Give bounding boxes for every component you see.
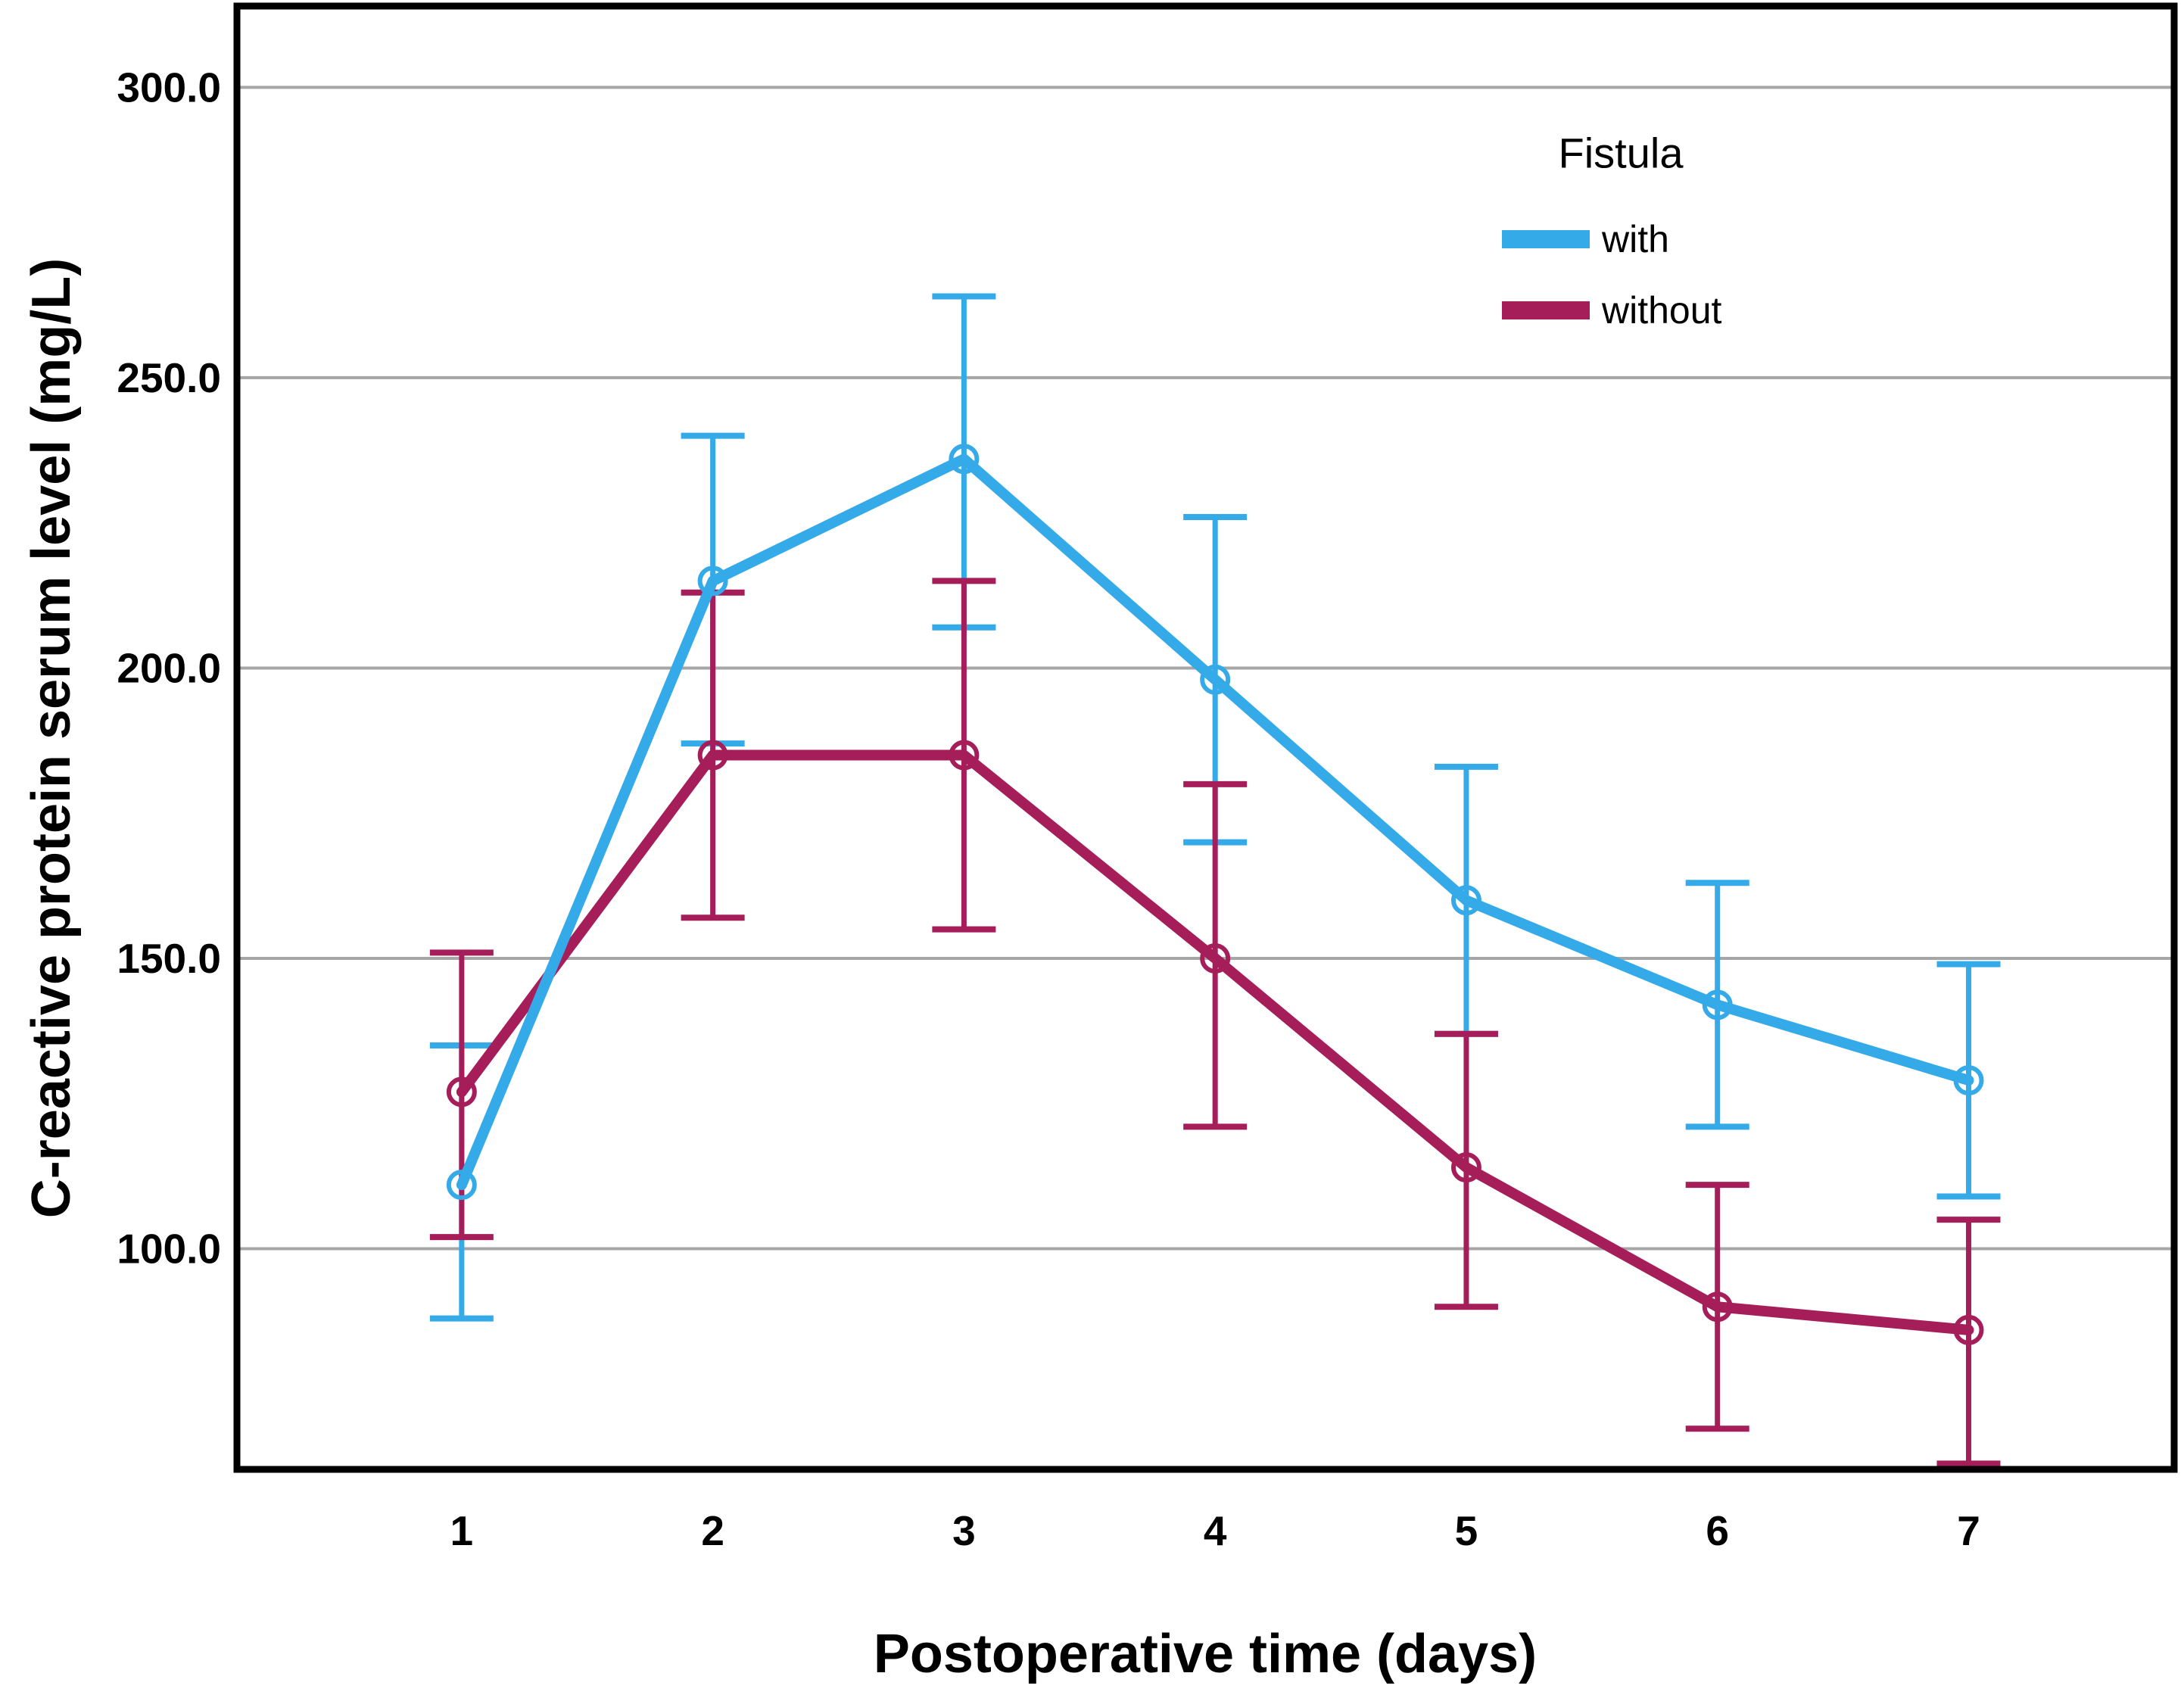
x-axis-title: Postoperative time (days) bbox=[874, 1624, 1537, 1684]
x-tick-label-5: 5 bbox=[1455, 1507, 1478, 1554]
legend-title: Fistula bbox=[1559, 129, 1684, 177]
legend: Fistula with without bbox=[1502, 129, 1722, 332]
marker-with-day-6 bbox=[1702, 989, 1733, 1020]
marker-without-day-2 bbox=[697, 740, 728, 771]
x-tick-label-2: 2 bbox=[701, 1507, 724, 1554]
marker-without-day-4 bbox=[1200, 942, 1231, 974]
legend-label-without: without bbox=[1601, 289, 1722, 332]
x-tick-label-7: 7 bbox=[1957, 1507, 1980, 1554]
x-tick-label-6: 6 bbox=[1706, 1507, 1729, 1554]
marker-without-day-5 bbox=[1450, 1152, 1481, 1183]
marker-with-day-7 bbox=[1953, 1065, 1984, 1096]
y-axis-tick-labels: 100.0 150.0 200.0 250.0 300.0 bbox=[117, 64, 221, 1272]
series-line-without bbox=[456, 749, 1974, 1335]
y-tick-label-250: 250.0 bbox=[117, 354, 221, 401]
series-line-with bbox=[456, 453, 1974, 1191]
marker-without-day-1 bbox=[446, 1076, 477, 1108]
marker-without-day-6 bbox=[1702, 1291, 1733, 1323]
marker-with-day-5 bbox=[1450, 885, 1481, 916]
series-group bbox=[429, 293, 2001, 1467]
marker-with-day-4 bbox=[1200, 664, 1231, 695]
y-tick-label-150: 150.0 bbox=[117, 935, 221, 982]
y-tick-label-100: 100.0 bbox=[117, 1226, 221, 1273]
x-tick-label-1: 1 bbox=[450, 1507, 474, 1554]
y-axis-title: C-reactive protein serum level (mg/L) bbox=[21, 258, 82, 1218]
marker-without-day-3 bbox=[949, 740, 980, 771]
marker-with-day-1 bbox=[446, 1170, 477, 1201]
y-tick-label-300: 300.0 bbox=[117, 64, 221, 111]
marker-with-day-2 bbox=[697, 565, 728, 597]
legend-label-with: with bbox=[1601, 218, 1669, 260]
plot-border bbox=[233, 2, 2178, 1473]
x-tick-label-3: 3 bbox=[952, 1507, 976, 1554]
marker-without-day-7 bbox=[1953, 1314, 1984, 1345]
x-axis-tick-labels: 1 2 3 4 5 6 7 bbox=[450, 1507, 1980, 1554]
marker-with-day-3 bbox=[949, 444, 980, 475]
y-tick-label-200: 200.0 bbox=[117, 644, 221, 691]
x-tick-label-4: 4 bbox=[1204, 1507, 1227, 1554]
